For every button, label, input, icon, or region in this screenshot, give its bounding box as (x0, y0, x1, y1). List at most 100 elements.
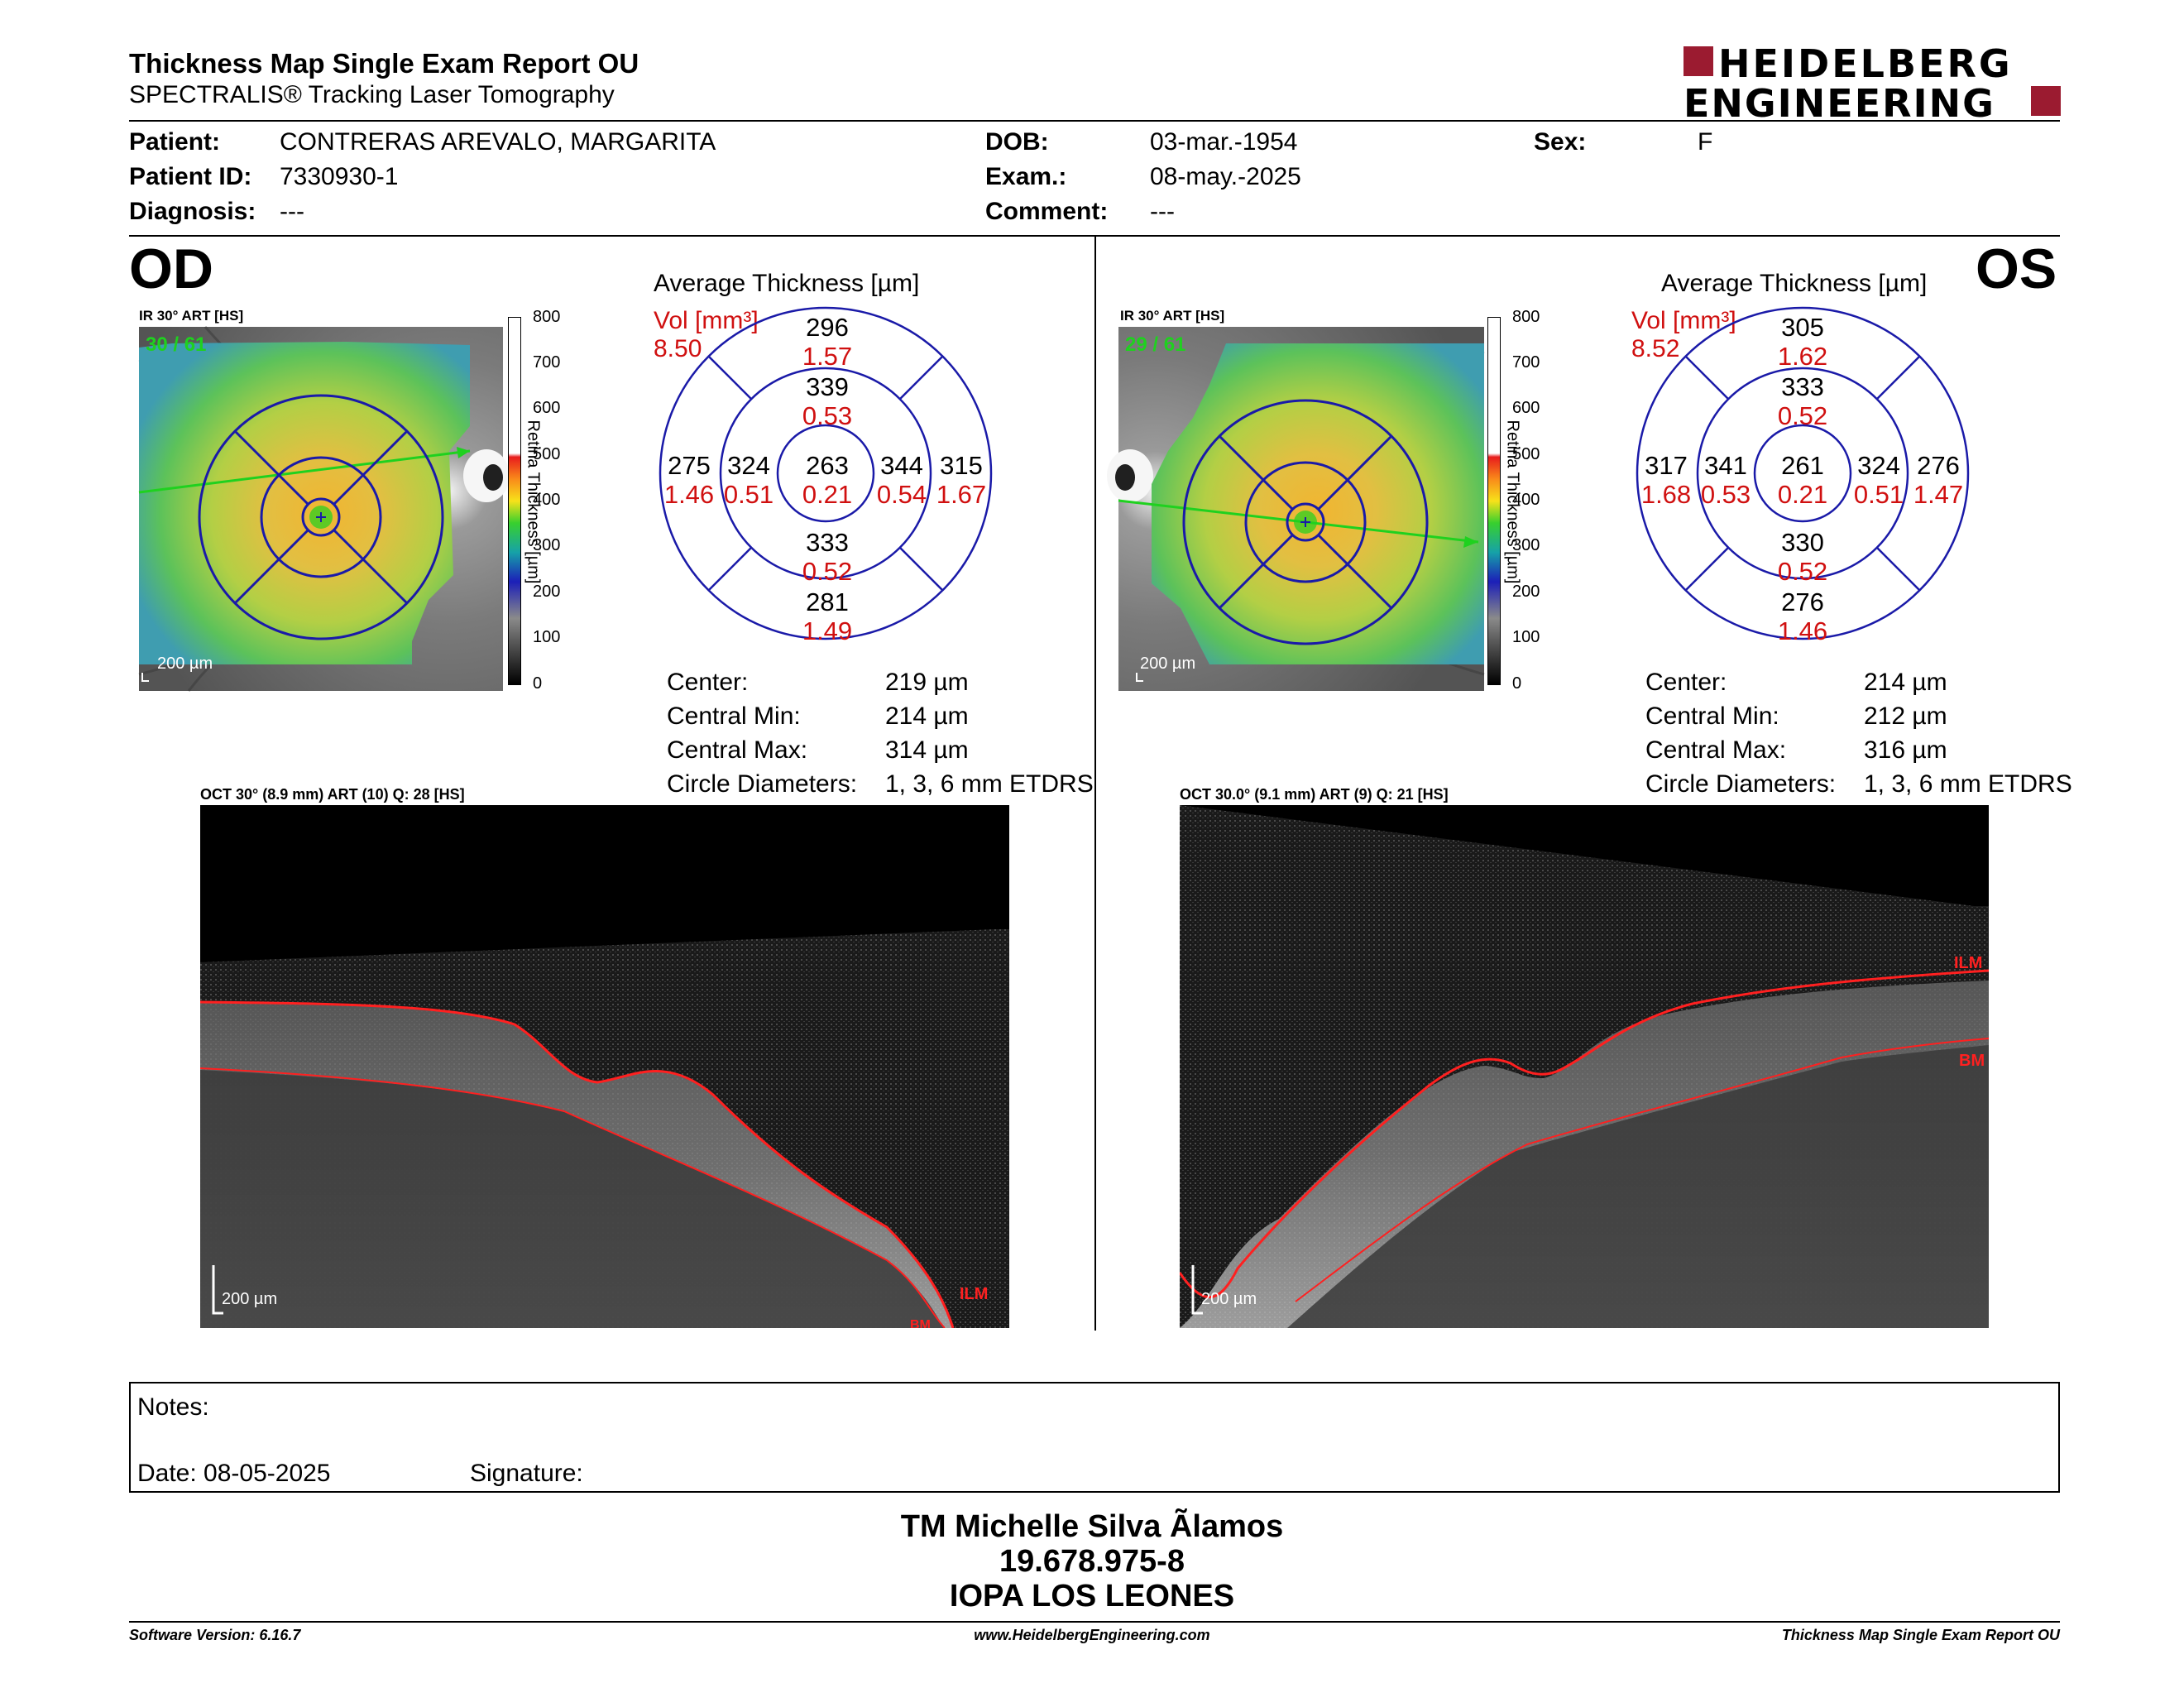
footer-software: Software Version: 6.16.7 (129, 1627, 301, 1643)
od-scale-tick-800: 800 (533, 308, 561, 326)
od-ir-counter: 30 / 61 (146, 333, 207, 356)
od-oct-scan: 200 µm ILM BM (200, 805, 1009, 1328)
od-stat-min-value: 214 µm (885, 703, 969, 730)
od-scale-tick-400: 400 (533, 491, 561, 509)
os-inner-nasal-volume: 0.51 (1853, 480, 1904, 509)
notes-signature: Signature: (470, 1460, 583, 1487)
os-thickness-map: 29 / 61 200 µm (1107, 327, 1485, 691)
logo-square-top (1684, 46, 1713, 76)
od-scale-label: Retina Thickness [µm] (524, 420, 543, 584)
exam-label: Exam.: (985, 163, 1067, 190)
os-oct-label: OCT 30.0° (9.1 mm) ART (9) Q: 21 [HS] (1180, 786, 1449, 803)
od-eye-label: OD (129, 237, 213, 300)
heidelberg-logo: HEIDELBERG ENGINEERING (1684, 41, 2061, 126)
od-inner-inferior-thickness: 333 (806, 528, 849, 557)
notes-box: Notes: Date: 08-05-2025 Signature: (129, 1382, 2060, 1493)
os-oct-scalebar: 200 µm (1201, 1290, 1257, 1308)
os-bm-label: BM (1959, 1052, 1985, 1070)
report-title: Thickness Map Single Exam Report OU (129, 48, 639, 79)
os-scale-tick-0: 0 (1512, 674, 1522, 693)
os-oct-scan: 200 µm ILM BM (1180, 805, 1989, 1328)
eye-divider (1094, 237, 1096, 1331)
os-scale-label: Retina Thickness [µm] (1503, 420, 1522, 584)
od-scale-tick-100: 100 (533, 628, 561, 646)
os-inner-superior-volume: 0.52 (1777, 401, 1828, 430)
signoff-name: TM Michelle Silva Ãlamos (900, 1509, 1284, 1544)
logo-line2: ENGINEERING (1684, 81, 1995, 126)
od-scale-tick-0: 0 (533, 674, 543, 693)
od-outer-superior-volume: 1.57 (802, 342, 853, 371)
footer-report: Thickness Map Single Exam Report OU (1781, 1627, 2060, 1643)
os-ir-label: IR 30° ART [HS] (1120, 308, 1225, 324)
od-ir-label: IR 30° ART [HS] (139, 308, 244, 324)
od-inner-temporal-volume: 0.51 (723, 480, 774, 509)
od-oct-label: OCT 30° (8.9 mm) ART (10) Q: 28 [HS] (200, 786, 465, 803)
od-outer-inferior-thickness: 281 (806, 587, 849, 616)
os-outer-nasal-volume: 1.47 (1913, 480, 1964, 509)
od-color-bar (508, 317, 521, 685)
od-stat-center-value: 219 µm (885, 669, 969, 696)
footer-website: www.HeidelbergEngineering.com (974, 1627, 1210, 1643)
od-inner-nasal-thickness: 344 (880, 451, 923, 480)
os-scale-tick-400: 400 (1512, 491, 1540, 509)
od-inner-temporal-thickness: 324 (727, 451, 770, 480)
od-outer-nasal-volume: 1.67 (936, 480, 987, 509)
os-scale-tick-600: 600 (1512, 399, 1540, 417)
od-thickness-map: 30 / 61 200 µm (138, 326, 510, 692)
patient-label: Patient: (129, 128, 221, 156)
os-inner-nasal-thickness: 324 (1857, 451, 1900, 480)
dob-value: 03-mar.-1954 (1150, 128, 1298, 156)
od-stat-diam-label: Circle Diameters: (667, 770, 858, 798)
od-center-thickness: 263 (806, 451, 849, 480)
od-inner-superior-thickness: 339 (806, 372, 849, 401)
od-outer-inferior-volume: 1.49 (802, 616, 853, 645)
os-center-thickness: 261 (1781, 451, 1824, 480)
dob-label: DOB: (985, 128, 1049, 156)
patient-id-label: Patient ID: (129, 163, 252, 190)
logo-line1: HEIDELBERG (1718, 41, 2013, 86)
os-scale-tick-200: 200 (1512, 583, 1540, 601)
os-color-scale: 800 700 600 500 400 300 200 100 0 Retina… (1487, 309, 1587, 692)
os-scale-tick-300: 300 (1512, 536, 1540, 554)
os-outer-superior-volume: 1.62 (1777, 342, 1828, 371)
od-scale-tick-500: 500 (533, 445, 561, 463)
os-stat-center-label: Center: (1645, 669, 1727, 696)
od-stat-center-label: Center: (667, 669, 749, 696)
os-outer-inferior-volume: 1.46 (1777, 616, 1828, 645)
exam-value: 08-may.-2025 (1150, 163, 1301, 190)
os-stat-diam-value: 1, 3, 6 mm ETDRS (1864, 770, 2072, 798)
os-scale-tick-500: 500 (1512, 445, 1540, 463)
os-stat-max-value: 316 µm (1864, 736, 1947, 764)
od-scale-tick-700: 700 (533, 353, 561, 372)
os-outer-inferior-thickness: 276 (1781, 587, 1824, 616)
os-outer-nasal-thickness: 276 (1917, 451, 1960, 480)
os-etdrs-grid (1636, 306, 1970, 640)
patient-divider (129, 235, 2060, 237)
od-ilm-label: ILM (960, 1285, 989, 1303)
os-ir-scalebar: 200 µm (1140, 655, 1196, 673)
os-scale-tick-800: 800 (1512, 308, 1540, 326)
os-eye-label: OS (1976, 237, 2057, 300)
os-avg-title: Average Thickness [µm] (1661, 270, 1928, 297)
signoff-rut: 19.678.975-8 (999, 1544, 1185, 1579)
os-stat-min-label: Central Min: (1645, 703, 1779, 730)
od-ir-scalebar: 200 µm (157, 655, 213, 673)
os-scale-tick-700: 700 (1512, 353, 1540, 372)
od-scale-tick-600: 600 (533, 399, 561, 417)
os-outer-temporal-thickness: 317 (1645, 451, 1688, 480)
os-stat-min-value: 212 µm (1864, 703, 1947, 730)
od-inner-superior-volume: 0.53 (802, 401, 853, 430)
os-scale-tick-100: 100 (1512, 628, 1540, 646)
os-inner-inferior-volume: 0.52 (1777, 557, 1828, 586)
sex-label: Sex: (1534, 128, 1587, 156)
diagnosis-value: --- (280, 198, 304, 225)
footer-divider (129, 1621, 2060, 1623)
notes-date: Date: 08-05-2025 (137, 1460, 331, 1487)
od-outer-superior-thickness: 296 (806, 313, 849, 342)
od-bm-label: BM (910, 1318, 931, 1328)
logo-square-bottom (2031, 86, 2061, 116)
os-ilm-label: ILM (1954, 954, 1983, 972)
os-outer-temporal-volume: 1.68 (1640, 480, 1692, 509)
od-stat-diam-value: 1, 3, 6 mm ETDRS (885, 770, 1094, 798)
od-avg-title: Average Thickness [µm] (654, 270, 920, 297)
